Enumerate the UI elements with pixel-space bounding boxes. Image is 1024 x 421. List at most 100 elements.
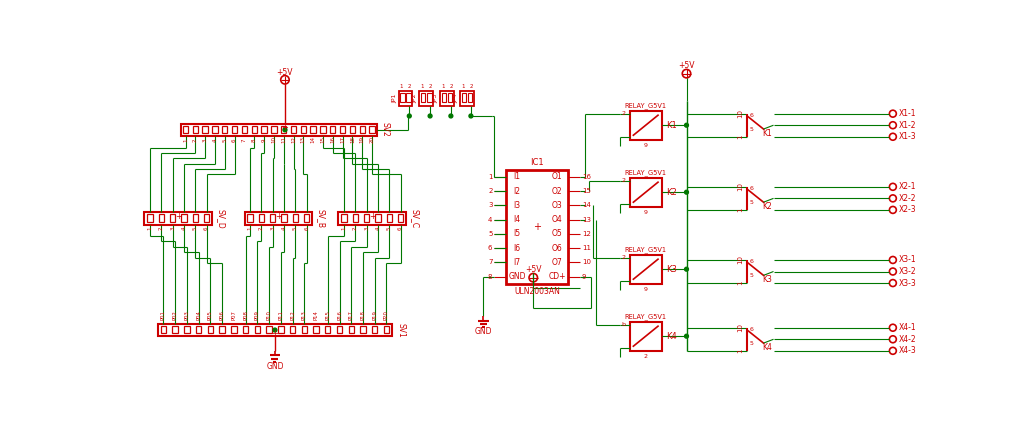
Text: I7: I7 xyxy=(514,258,520,267)
Text: 13: 13 xyxy=(582,217,591,223)
Text: I5: I5 xyxy=(514,229,520,238)
Text: +: + xyxy=(534,222,541,232)
Text: +5V: +5V xyxy=(678,61,694,70)
Text: I4: I4 xyxy=(514,215,520,224)
Text: 3: 3 xyxy=(203,138,208,141)
Text: 9: 9 xyxy=(644,143,648,148)
Bar xyxy=(212,125,218,133)
Text: I6: I6 xyxy=(514,244,520,253)
Circle shape xyxy=(890,195,896,202)
Bar xyxy=(398,91,413,106)
Text: P07: P07 xyxy=(231,310,237,320)
Text: 2: 2 xyxy=(644,354,648,359)
Text: 6: 6 xyxy=(750,113,754,118)
Circle shape xyxy=(449,114,453,118)
Text: 2: 2 xyxy=(353,226,358,230)
Text: +: + xyxy=(275,212,282,221)
Bar xyxy=(184,326,189,333)
Bar xyxy=(310,125,315,133)
Bar xyxy=(447,93,453,102)
Text: RELAY_G5V1: RELAY_G5V1 xyxy=(625,246,667,253)
Text: O6: O6 xyxy=(552,244,562,253)
Bar xyxy=(252,125,257,133)
Text: P11: P11 xyxy=(279,310,284,320)
Text: 10: 10 xyxy=(737,256,743,264)
Text: 17: 17 xyxy=(340,136,345,143)
Text: P04: P04 xyxy=(197,310,201,320)
Bar xyxy=(204,214,209,222)
Circle shape xyxy=(685,334,688,338)
Bar xyxy=(360,326,366,333)
Bar xyxy=(255,326,260,333)
Bar xyxy=(321,125,326,133)
Text: 1: 1 xyxy=(737,281,743,285)
Text: 2: 2 xyxy=(259,226,264,230)
Text: ULN2003AN: ULN2003AN xyxy=(514,287,560,296)
Bar xyxy=(183,125,188,133)
Text: 6: 6 xyxy=(750,259,754,264)
Bar xyxy=(441,93,446,102)
Text: X4-3: X4-3 xyxy=(899,346,916,355)
Circle shape xyxy=(273,328,276,332)
Text: b: b xyxy=(622,322,626,327)
Bar xyxy=(302,326,307,333)
Text: 4: 4 xyxy=(282,226,287,230)
Text: X3-1: X3-1 xyxy=(899,256,916,264)
Bar xyxy=(630,178,662,207)
Bar xyxy=(242,125,247,133)
Text: 18: 18 xyxy=(350,136,355,143)
Bar xyxy=(313,326,318,333)
Text: X1-3: X1-3 xyxy=(899,132,916,141)
Circle shape xyxy=(890,280,896,287)
Bar xyxy=(468,93,472,102)
Text: P09: P09 xyxy=(255,310,260,320)
Text: P17: P17 xyxy=(349,310,353,320)
Text: X3-2: X3-2 xyxy=(899,267,916,276)
Text: SV2: SV2 xyxy=(381,123,390,137)
Text: 1: 1 xyxy=(342,226,346,230)
Bar xyxy=(282,214,287,222)
Text: 4: 4 xyxy=(181,226,186,230)
Text: 6: 6 xyxy=(750,186,754,191)
Circle shape xyxy=(283,128,287,132)
Text: 6: 6 xyxy=(232,138,238,141)
Text: 1: 1 xyxy=(183,138,188,141)
Bar xyxy=(279,326,284,333)
Bar xyxy=(400,93,404,102)
Bar xyxy=(293,214,298,222)
Text: O5: O5 xyxy=(552,229,562,238)
Bar xyxy=(419,91,433,106)
Text: 10: 10 xyxy=(737,182,743,191)
Text: 9: 9 xyxy=(644,210,648,215)
Bar xyxy=(159,214,164,222)
Bar xyxy=(330,125,336,133)
Text: 1: 1 xyxy=(488,174,493,180)
Text: 11: 11 xyxy=(282,136,286,143)
Bar xyxy=(266,326,271,333)
Text: CD+: CD+ xyxy=(549,272,566,281)
Text: 1: 1 xyxy=(461,84,465,89)
Bar xyxy=(375,214,381,222)
Circle shape xyxy=(890,324,896,331)
Text: P18: P18 xyxy=(360,310,366,320)
Bar xyxy=(359,125,365,133)
Text: X1-1: X1-1 xyxy=(899,109,916,118)
Text: X4-2: X4-2 xyxy=(899,335,916,344)
Text: 2: 2 xyxy=(193,138,198,141)
Circle shape xyxy=(685,123,688,127)
Text: 16: 16 xyxy=(331,136,335,143)
Text: +5V: +5V xyxy=(525,266,542,274)
Circle shape xyxy=(890,183,896,190)
Bar xyxy=(172,326,178,333)
Text: 1: 1 xyxy=(737,349,743,353)
Text: +: + xyxy=(271,329,279,338)
Bar xyxy=(193,214,198,222)
Text: O4: O4 xyxy=(552,215,562,224)
Text: P06: P06 xyxy=(219,310,224,320)
Text: 1: 1 xyxy=(737,208,743,212)
Circle shape xyxy=(281,75,289,84)
Bar xyxy=(270,214,275,222)
Bar xyxy=(304,214,309,222)
Circle shape xyxy=(682,69,691,78)
Text: 5: 5 xyxy=(387,226,392,230)
